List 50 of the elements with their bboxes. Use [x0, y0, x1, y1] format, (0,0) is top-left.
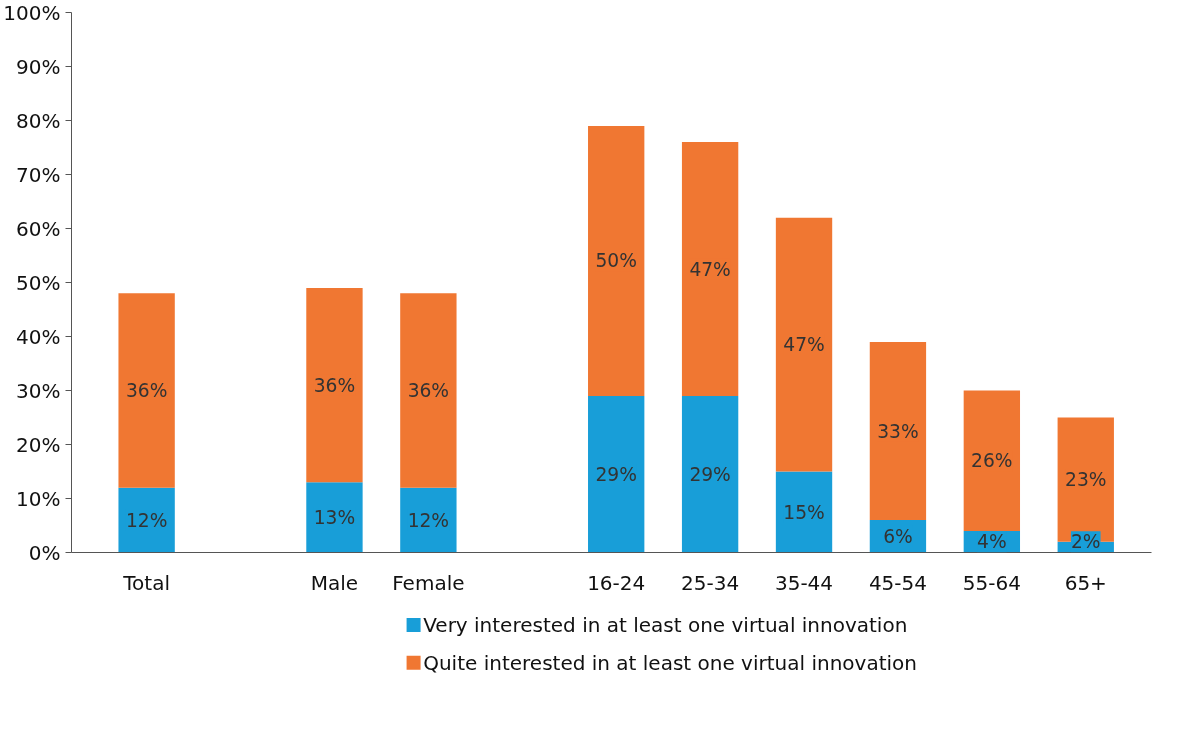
y-tick-label: 0% — [28, 540, 61, 565]
data-label: 6% — [883, 525, 913, 547]
bar — [963, 390, 1021, 531]
y-tick-label: 20% — [16, 432, 61, 457]
data-label: 13% — [313, 506, 356, 528]
x-tick-label: Total — [122, 570, 170, 595]
bar — [400, 293, 457, 488]
data-label: 12% — [407, 509, 450, 531]
data-label: 50% — [595, 250, 637, 272]
data-label: 29% — [595, 463, 637, 485]
y-tick-label: 60% — [16, 216, 61, 241]
bar — [588, 125, 645, 396]
y-tick-label: 40% — [16, 324, 61, 349]
x-tick-label: 35-44 — [774, 570, 834, 595]
x-tick-label: 65+ — [1064, 570, 1107, 595]
data-label: 47% — [783, 334, 825, 356]
legend-label: Very interested in at least one virtual innovation — [423, 613, 908, 637]
y-tick-label: 50% — [16, 270, 61, 295]
y-tick-label: 70% — [16, 162, 61, 187]
bar — [681, 395, 739, 553]
data-label: 47% — [689, 258, 731, 280]
data-label: 36% — [407, 380, 450, 401]
x-tick-label: 45-54 — [868, 570, 927, 595]
data-label: 4% — [977, 531, 1007, 553]
data-label: 15% — [783, 501, 825, 523]
data-label: 12% — [125, 509, 168, 531]
data-label: 33% — [877, 420, 919, 442]
x-tick-label: 25-34 — [681, 570, 740, 595]
data-label: 29% — [689, 463, 731, 485]
bar — [306, 287, 363, 483]
y-tick-label: 100% — [3, 0, 61, 25]
bar — [118, 293, 175, 488]
x-tick-label: Male — [310, 570, 359, 595]
y-tick-label: 30% — [16, 378, 61, 403]
y-tick-label: 90% — [16, 54, 61, 79]
bar — [775, 217, 833, 472]
data-label: 26% — [971, 450, 1013, 472]
data-label: 36% — [313, 374, 356, 396]
x-tick-label: 16-24 — [587, 570, 646, 595]
x-tick-label: 55-64 — [962, 570, 1021, 595]
bar — [681, 142, 739, 396]
y-tick-label: 80% — [16, 108, 61, 133]
legend-label: Quite interested in at least one virtual innovation — [423, 650, 917, 675]
data-label: 36% — [125, 380, 168, 401]
data-label: 2% — [1070, 531, 1101, 553]
bar — [588, 395, 645, 553]
x-tick-label: Female — [392, 570, 465, 595]
bar — [869, 341, 927, 521]
y-tick-label: 10% — [16, 486, 61, 511]
data-label: 23% — [1065, 469, 1107, 491]
